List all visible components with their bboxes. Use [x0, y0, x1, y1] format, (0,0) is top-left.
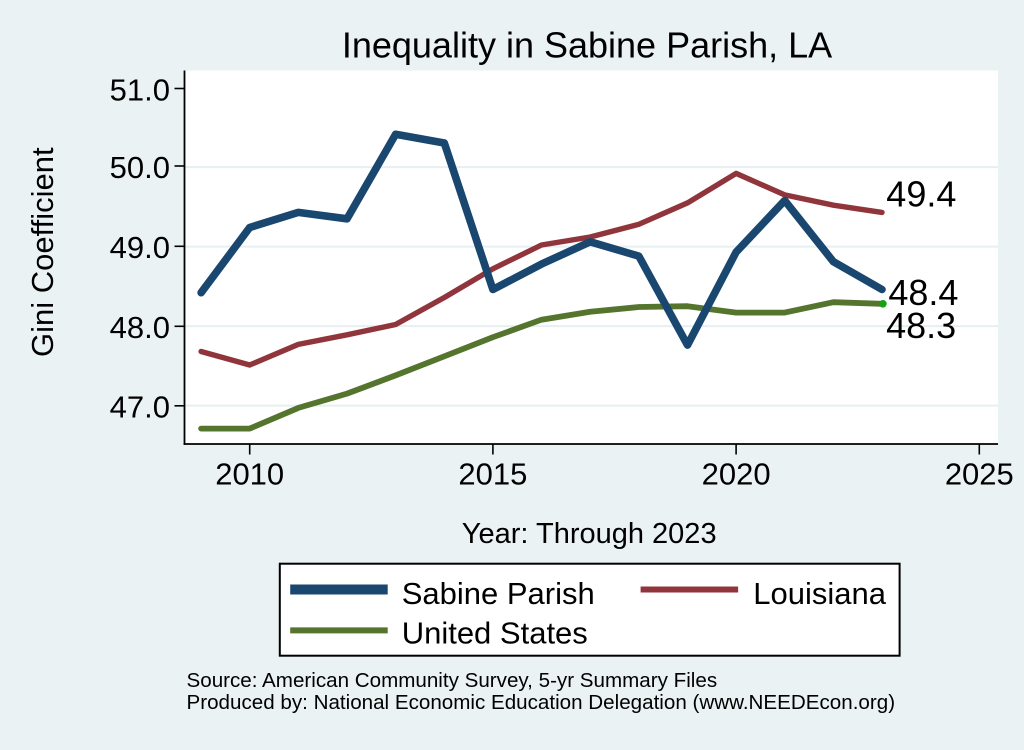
- svg-text:Gini Coefficient: Gini Coefficient: [25, 147, 60, 357]
- svg-text:2020: 2020: [702, 456, 771, 491]
- svg-text:50.0: 50.0: [110, 150, 170, 185]
- svg-text:49.4: 49.4: [886, 174, 956, 215]
- svg-text:47.0: 47.0: [110, 390, 170, 425]
- svg-text:Sabine Parish: Sabine Parish: [402, 576, 595, 611]
- svg-text:Produced by: National Economic: Produced by: National Economic Education…: [187, 691, 896, 714]
- svg-text:United States: United States: [402, 616, 588, 651]
- svg-text:2015: 2015: [458, 456, 527, 491]
- svg-text:Inequality in Sabine Parish, L: Inequality in Sabine Parish, LA: [342, 25, 832, 66]
- svg-text:48.3: 48.3: [886, 305, 956, 346]
- svg-text:2010: 2010: [215, 456, 284, 491]
- svg-text:Year: Through 2023: Year: Through 2023: [462, 518, 717, 550]
- svg-text:48.0: 48.0: [110, 310, 170, 345]
- svg-text:49.0: 49.0: [110, 230, 170, 265]
- svg-text:2025: 2025: [945, 456, 1014, 491]
- svg-text:48.4: 48.4: [888, 272, 958, 313]
- svg-text:Source: American Community Sur: Source: American Community Survey, 5-yr …: [187, 669, 718, 692]
- svg-text:Louisiana: Louisiana: [753, 576, 886, 611]
- svg-text:51.0: 51.0: [110, 72, 170, 107]
